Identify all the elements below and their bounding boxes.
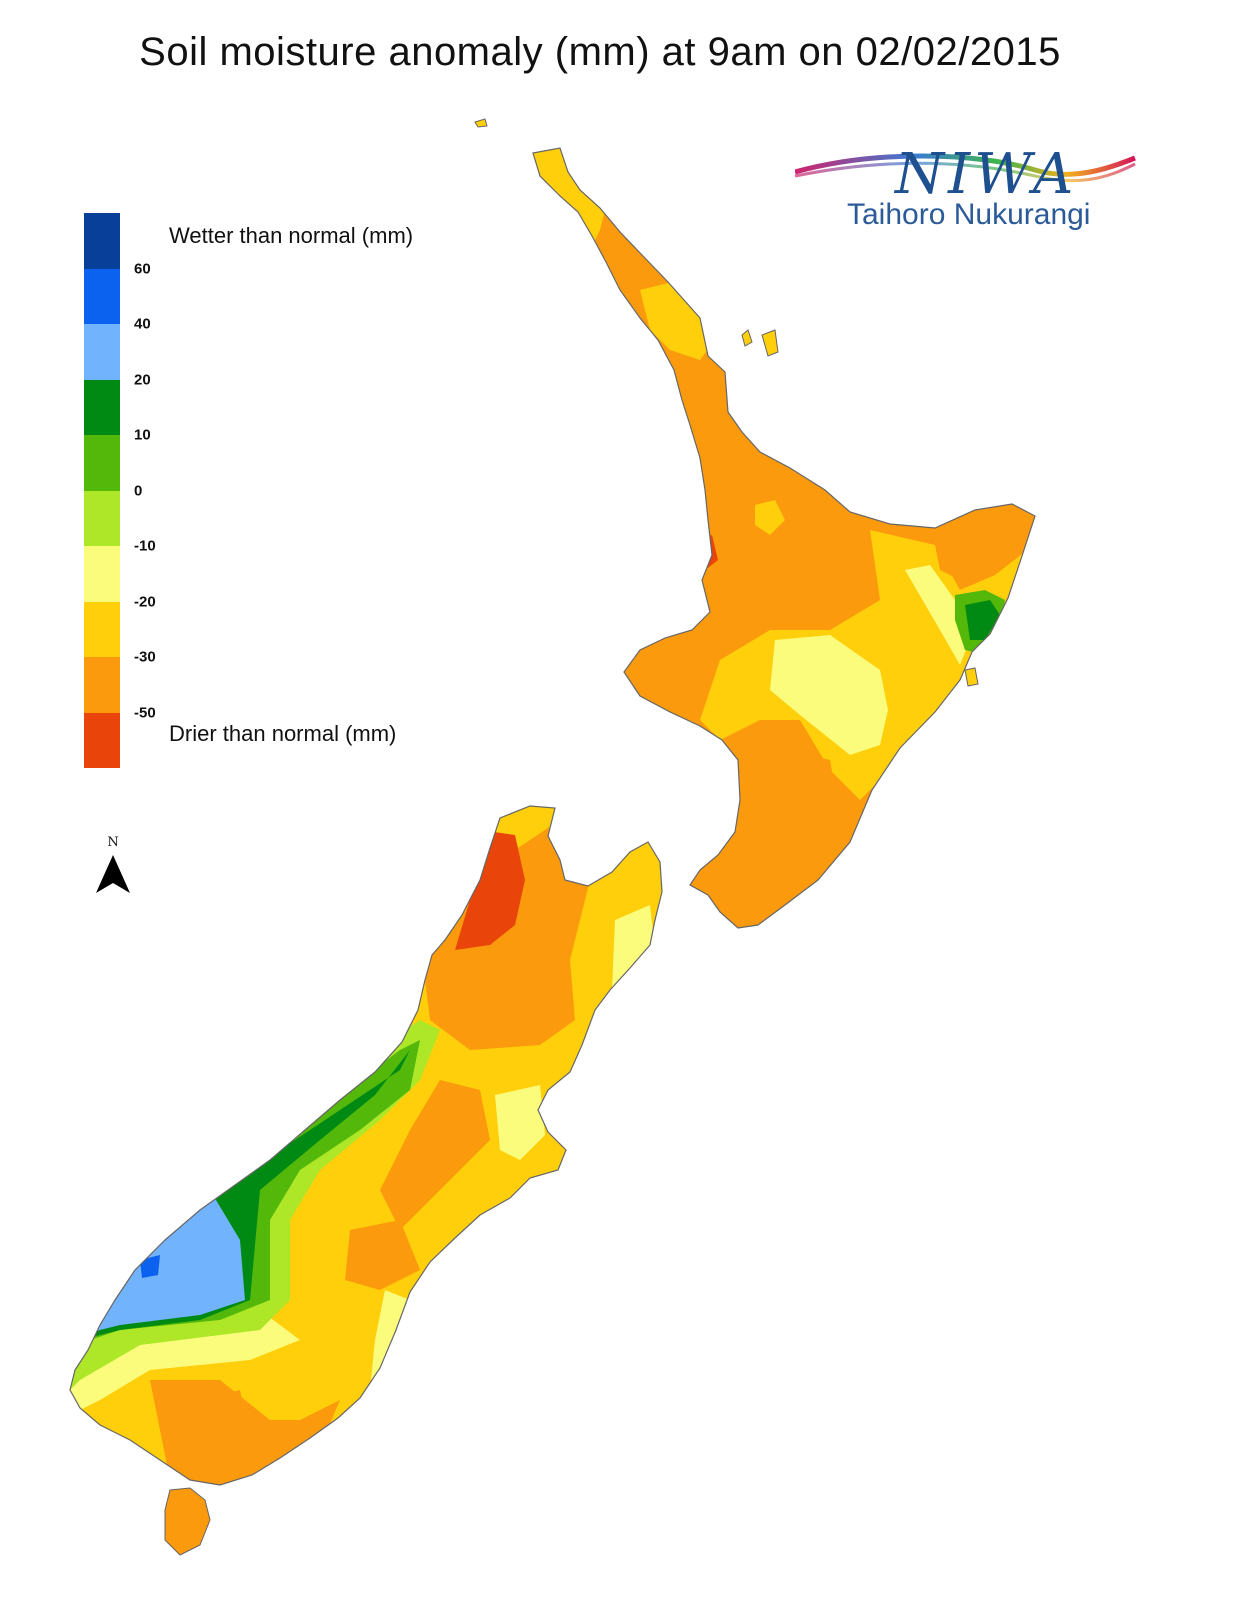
south-island xyxy=(70,806,662,1485)
legend-swatch xyxy=(84,601,120,657)
waikato-spot-band xyxy=(755,500,785,535)
north-island xyxy=(533,148,1035,928)
legend-swatch xyxy=(84,490,120,546)
legend-swatch xyxy=(84,546,120,602)
north-arrow: N xyxy=(90,835,136,915)
banks-band xyxy=(495,1085,545,1160)
fiordland-wet-spot-band xyxy=(140,1255,160,1278)
nelson-band xyxy=(420,820,590,1050)
manawatu-dry-band xyxy=(720,745,840,905)
three-kings-islands xyxy=(474,118,488,128)
mahia-peninsula xyxy=(964,667,979,687)
north-label: N xyxy=(107,835,119,850)
legend-tick-label: 10 xyxy=(134,426,151,444)
otago-coast-band xyxy=(370,1290,410,1390)
logo-wordmark: NIWA xyxy=(895,142,1078,207)
legend-tick-label: -50 xyxy=(134,704,156,721)
east-cape-dry-band xyxy=(930,520,985,580)
legend-swatch xyxy=(84,712,120,768)
legend-wetter-label: Wetter than normal (mm) xyxy=(169,223,414,248)
legend-swatch xyxy=(84,213,120,269)
nelson-west-band xyxy=(455,830,525,950)
logo-swoosh-icon xyxy=(795,153,1136,183)
otago-dry-band xyxy=(345,1220,420,1290)
north-arrow-icon xyxy=(96,855,130,893)
legend: Wetter than normal (mm) Drier than norma… xyxy=(84,213,464,773)
map-title: Soil moisture anomaly (mm) at 9am on 02/… xyxy=(139,30,1061,74)
legend-swatch xyxy=(84,657,120,713)
offshore-island xyxy=(761,329,779,357)
canterbury-dry-band xyxy=(380,1080,490,1230)
legend-tick-label: -10 xyxy=(134,537,156,555)
gisborne-coast-band xyxy=(965,600,1000,640)
logo-subtitle: Taihoro Nukurangi xyxy=(847,198,1091,231)
legend-tick-label: 60 xyxy=(134,260,151,277)
south-island-coastline xyxy=(69,805,663,1486)
legend-swatch xyxy=(84,268,120,324)
legend-tick-label: -30 xyxy=(134,648,156,666)
marlborough-band xyxy=(612,905,655,990)
legend-color-bar xyxy=(84,213,120,768)
great-barrier-island xyxy=(741,329,753,347)
legend-tick-label: 40 xyxy=(134,315,151,333)
legend-tick-label: 0 xyxy=(134,482,143,499)
legend-tick-label: 20 xyxy=(134,371,151,388)
legend-swatch xyxy=(84,324,120,380)
north-island-coastline xyxy=(532,147,1036,929)
legend-drier-label: Drier than normal (mm) xyxy=(169,721,397,746)
niwa-logo: NIWA Taihoro Nukurangi xyxy=(795,130,1165,250)
legend-swatch xyxy=(84,435,120,491)
central-plateau-band xyxy=(770,635,888,755)
legend-tick-label: -20 xyxy=(134,593,156,610)
gisborne-dry-band xyxy=(905,565,970,665)
southland-dry-spot-band xyxy=(200,1390,250,1460)
legend-swatch xyxy=(84,379,120,435)
stewart-island xyxy=(164,1487,211,1556)
coromandel-band xyxy=(750,380,810,450)
